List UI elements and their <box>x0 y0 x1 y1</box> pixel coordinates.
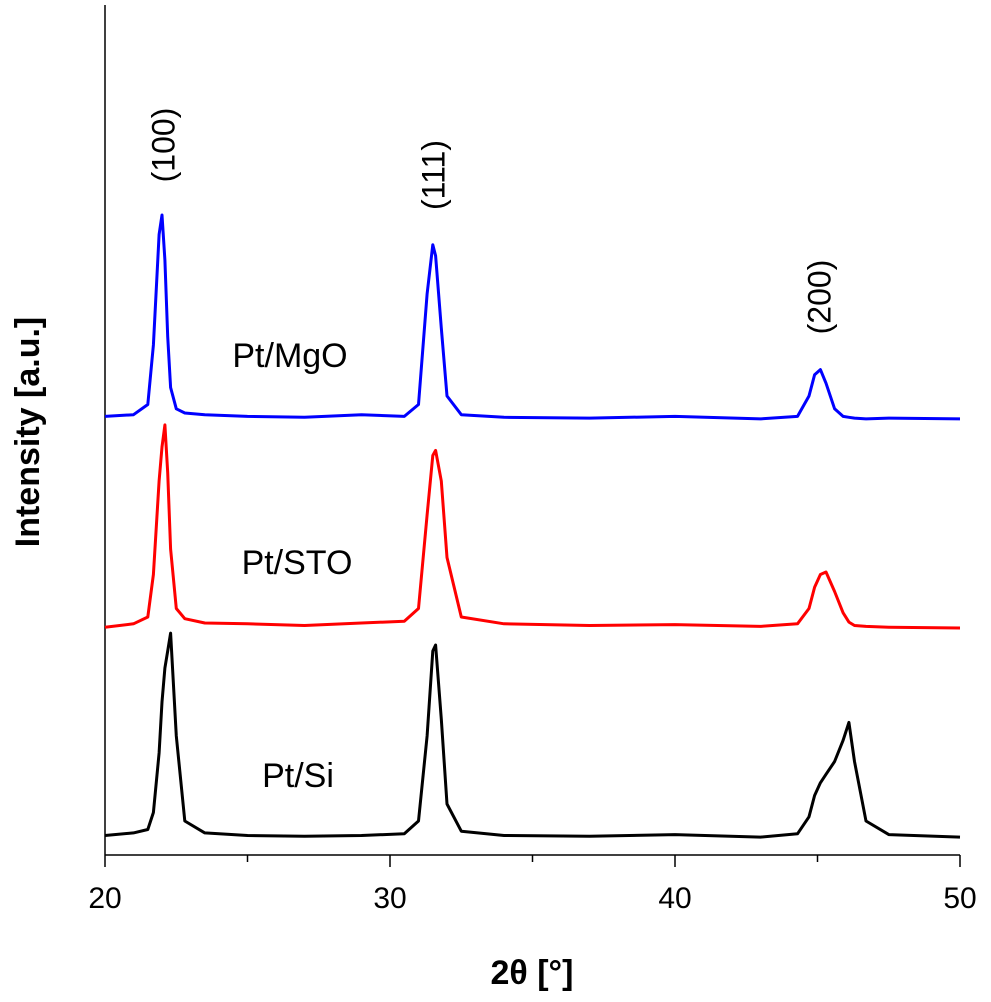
series-label: Pt/STO <box>242 544 353 582</box>
data-line <box>104 213 961 421</box>
x-tick-label: 50 <box>943 882 976 915</box>
x-tick-label: 40 <box>658 882 691 915</box>
x-tick-label: 20 <box>88 882 121 915</box>
data-line <box>104 423 961 630</box>
peak-annotation: (100) <box>145 108 181 183</box>
data-line <box>104 631 961 839</box>
series-label: Pt/MgO <box>232 337 347 375</box>
series-label: Pt/Si <box>262 757 334 795</box>
y-axis-label: Intensity [a.u.] <box>9 317 47 547</box>
peak-annotation: (111) <box>415 140 451 210</box>
peak-annotation: (200) <box>801 260 837 335</box>
x-axis-label: 2θ [°] <box>491 954 574 992</box>
x-tick-label: 30 <box>373 882 406 915</box>
